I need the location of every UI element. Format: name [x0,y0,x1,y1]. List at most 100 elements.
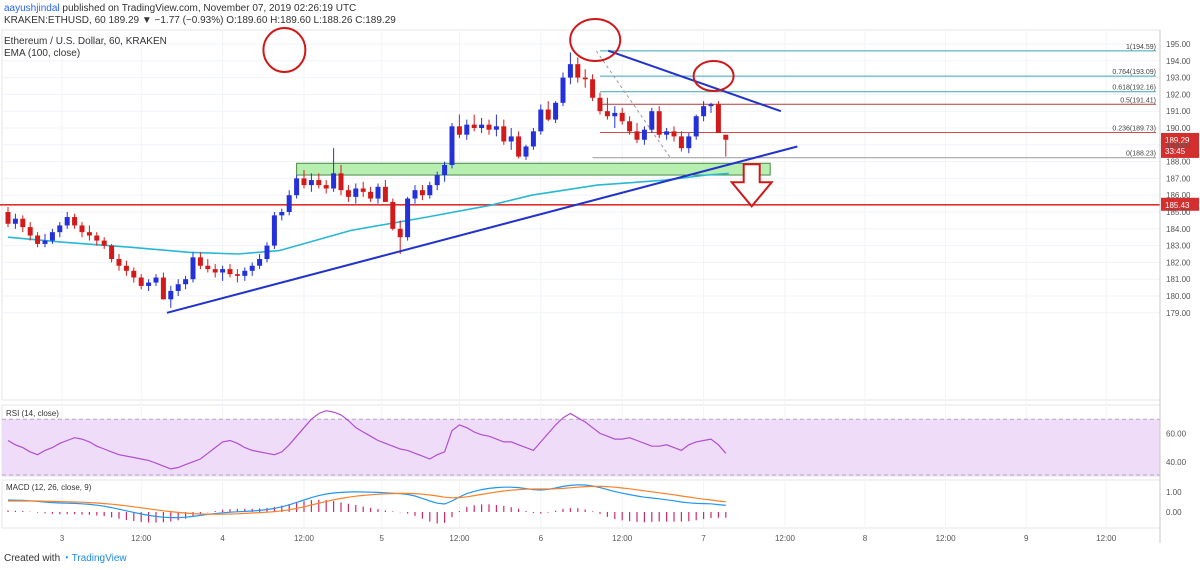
price-tick-label: 189.00 [1166,141,1191,150]
price-tick-label: 190.00 [1166,124,1191,133]
candle-body [656,111,662,135]
rsi-tick-label: 40.00 [1166,458,1187,467]
author-link[interactable]: aayushjindal [4,3,60,14]
candle-body [116,259,122,266]
candle-body [5,212,11,224]
fib-diagonal [595,50,671,159]
candle-body [101,240,107,246]
candle-body [671,131,677,137]
rising-trendline [166,145,798,314]
candle-body [419,190,425,196]
highlight-circle [692,60,735,92]
candles-layer [5,52,729,308]
candle-body [160,277,166,300]
macd-tick-label: 1.00 [1166,488,1182,497]
price-tick-label: 188.00 [1166,158,1191,167]
rsi-line [7,410,727,470]
price-tick-label: 183.00 [1166,242,1191,251]
price-tick-label: 194.00 [1166,57,1191,66]
candle-body [693,116,699,137]
fib-label: 1(194.59) [1126,44,1156,51]
support-zone [296,162,771,176]
support-level-label: 185.43 [1165,201,1190,210]
candle-body [516,136,522,157]
candle-body [619,112,625,122]
rsi-tick-label: 60.00 [1166,429,1187,438]
candle-body [190,257,196,280]
time-tick-label: 5 [379,534,384,543]
ohlc-values: O:189.60 H:189.60 L:188.26 C:189.29 [226,15,396,26]
candle-body [49,232,55,241]
price-tag [1161,132,1199,158]
candle-body [168,290,174,300]
candle-body [449,126,455,165]
candle-body [641,129,647,140]
candle-body [523,146,529,157]
candle-body [12,218,18,224]
down-arrow-icon [729,163,774,208]
candle-body [146,282,152,286]
fib-label: 0.5(191.41) [1120,97,1156,104]
price-tick-label: 191.00 [1166,107,1191,116]
time-tick-label: 3 [60,534,65,543]
candle-body [86,232,92,236]
price-tick-label: 186.00 [1166,191,1191,200]
price-change: 189.29 ▼ −1.77 (−0.93%) [108,15,224,26]
time-tick-label: 12:00 [612,534,633,543]
candle-body [20,218,26,228]
candle-body [442,164,448,176]
candle-body [153,277,159,283]
pane-border [1,29,1161,401]
candle-body [715,104,721,134]
ema-line [7,172,729,255]
price-tick-label: 179.00 [1166,309,1191,318]
candle-body [79,225,85,233]
candle-body [123,265,129,271]
time-tick-label: 7 [701,534,706,543]
candle-body [575,64,581,78]
candle-body [508,136,514,142]
candle-body [471,124,477,128]
candle-body [464,124,470,135]
candle-body [397,228,403,238]
support-zone-layer: 185.43 [0,162,1199,211]
tradingview-brand-link[interactable]: TradingView [71,553,127,564]
price-tick-label: 185.00 [1166,208,1191,217]
candle-body [701,106,707,117]
candle-body [634,131,640,140]
candle-body [493,126,499,130]
candle-body [582,77,588,80]
candle-body [227,269,233,275]
rsi-band [2,419,1160,476]
candle-body [42,240,48,244]
candle-body [590,79,596,98]
candle-body [530,131,536,147]
candle-body [375,186,381,199]
candle-body [597,97,603,112]
time-tick-label: 12:00 [936,534,957,543]
macd-tick-label: 0.00 [1166,508,1182,517]
macd-pane: MACD (12, 26, close, 9) [6,483,727,524]
time-tick-label: 12:00 [449,534,470,543]
price-tick-label: 184.00 [1166,225,1191,234]
candle-body [183,279,189,285]
candle-body [486,124,492,130]
price-tag-label: 189.29 [1165,136,1190,145]
price-tick-label: 193.00 [1166,74,1191,83]
candle-body [35,235,41,244]
candle-body [723,134,729,140]
time-tick-label: 12:00 [294,534,315,543]
support-level-tag [1161,197,1199,211]
fib-label: 0.618(192.16) [1112,85,1156,92]
candle-body [212,269,218,273]
candle-body [382,186,388,202]
candle-body [538,109,544,132]
candle-body [612,112,618,117]
rsi-legend: RSI (14, close) [6,409,59,418]
footer: Created with ◔ TradingView [4,553,127,564]
candle-body [279,212,285,216]
time-tick-label: 8 [863,534,868,543]
created-with-label: Created with [4,553,61,564]
ticker-label: KRAKEN:ETHUSD, 60 [4,15,106,26]
